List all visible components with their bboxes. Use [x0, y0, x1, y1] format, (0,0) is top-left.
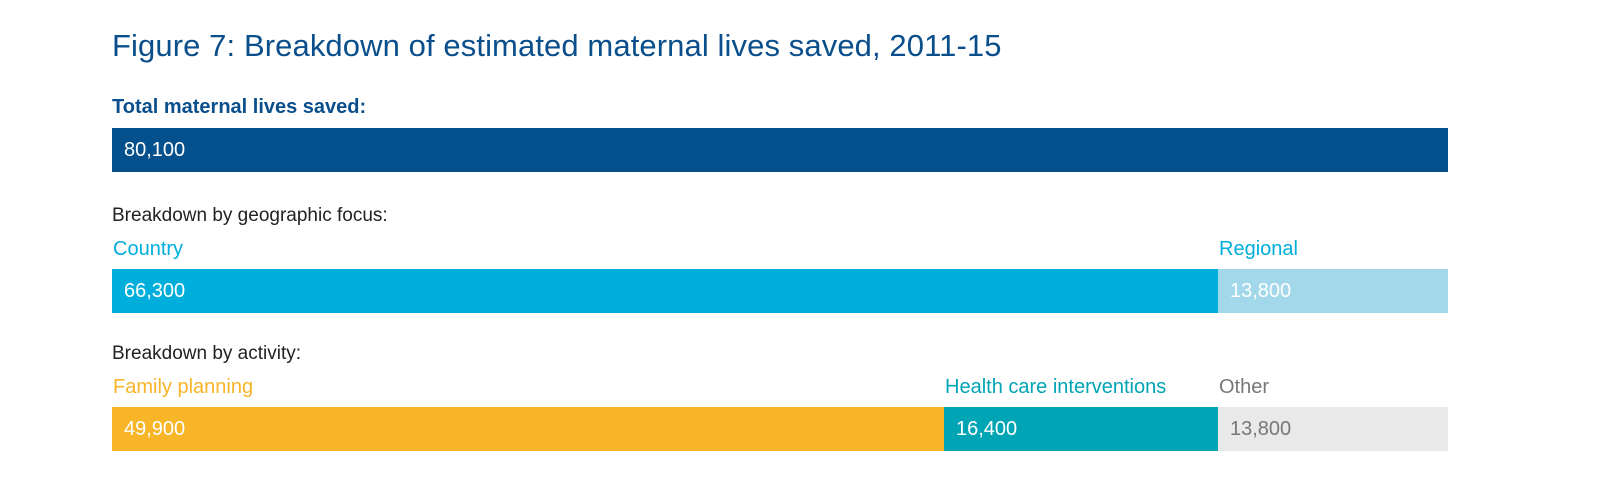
bar-segment-1-1 [1218, 269, 1448, 313]
bar-value-label-2-0: 49,900 [124, 418, 186, 440]
bar-row-2: 49,900 16,400 13,800 [112, 407, 1448, 451]
bar-segment-2-0 [112, 407, 944, 451]
chart-title: Figure 7: Breakdown of estimated materna… [112, 28, 1002, 63]
bar-value-label-0-0: 80,100 [124, 139, 186, 161]
bar-segment-2-1 [944, 407, 1218, 451]
category-label-2-2: Other [1219, 376, 1270, 398]
bar-segment-0-0 [112, 128, 1448, 172]
section-heading-2: Breakdown by activity: [112, 343, 302, 364]
category-label-1-0: Country [113, 238, 184, 260]
bar-value-label-1-0: 66,300 [124, 280, 186, 302]
bar-segment-2-2 [1218, 407, 1448, 451]
bar-value-label-2-1: 16,400 [956, 418, 1018, 440]
category-label-1-1: Regional [1219, 238, 1298, 260]
bar-row-1: 66,300 13,800 [112, 269, 1448, 313]
section-heading-1: Breakdown by geographic focus: [112, 205, 388, 226]
section-heading-0: Total maternal lives saved: [112, 96, 367, 118]
bar-value-label-2-2: 13,800 [1230, 418, 1292, 440]
bar-row-0: 80,100 [112, 128, 1448, 172]
bar-segment-1-0 [112, 269, 1218, 313]
category-label-2-1: Health care interventions [945, 376, 1167, 398]
bar-value-label-1-1: 13,800 [1230, 280, 1292, 302]
category-label-2-0: Family planning [113, 376, 254, 398]
